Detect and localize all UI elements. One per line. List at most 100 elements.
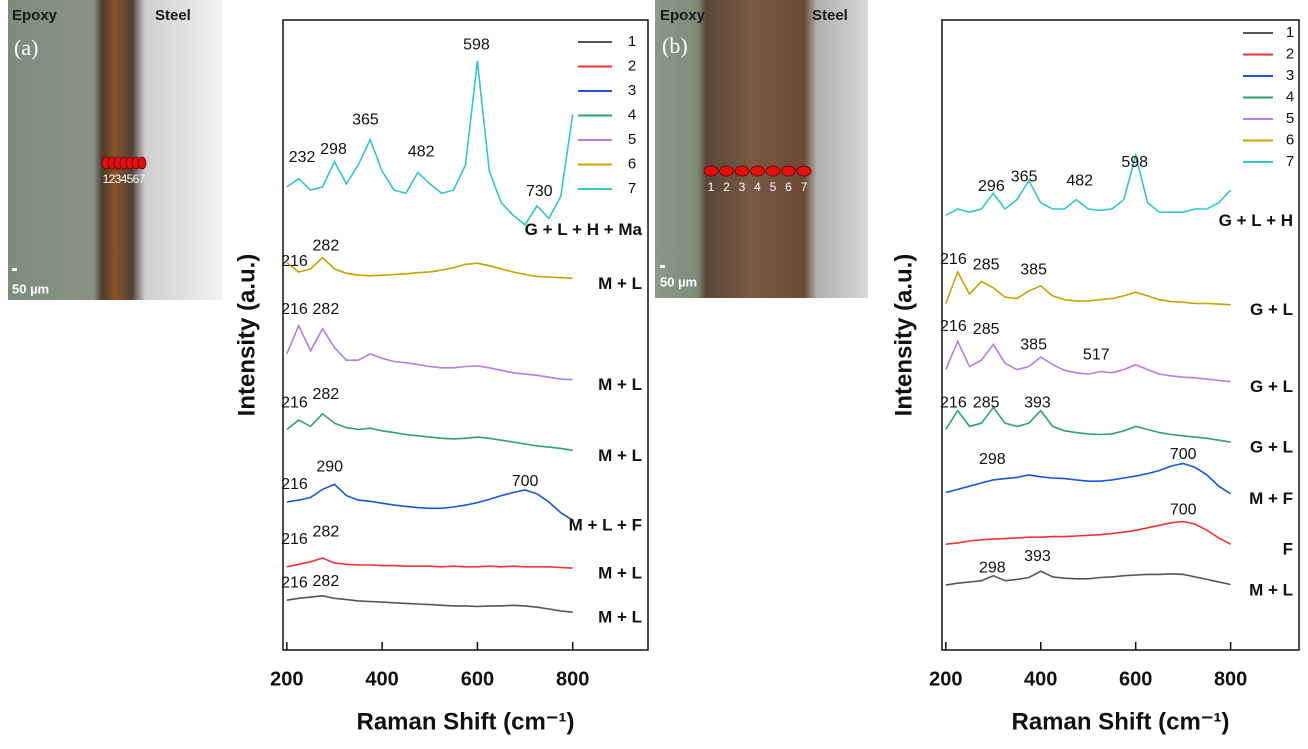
peak-label: 598 <box>1121 154 1148 171</box>
spectrum <box>287 258 573 279</box>
peak-label: 298 <box>320 141 347 158</box>
peak-label: 365 <box>352 111 379 128</box>
scale-label: 50 µm <box>12 281 49 296</box>
scale-bar <box>12 268 17 271</box>
peak-label: 385 <box>1020 336 1047 353</box>
legend-label: 6 <box>628 155 636 172</box>
x-tick-label: 800 <box>556 668 589 690</box>
phase-label: M + L <box>598 375 642 394</box>
measure-point <box>704 166 718 176</box>
point-label: 2 <box>723 180 730 194</box>
phase-label: M + L <box>598 608 642 627</box>
peak-label: 216 <box>940 251 967 268</box>
peak-label: 216 <box>940 394 967 411</box>
x-tick-label: 800 <box>1214 668 1247 690</box>
x-tick-label: 400 <box>1024 668 1057 690</box>
peak-label: 216 <box>281 531 308 548</box>
phase-label: M + L <box>1249 581 1293 600</box>
point-label: 5 <box>770 180 777 194</box>
legend-label: 4 <box>628 106 636 123</box>
peak-label: 517 <box>1083 346 1110 363</box>
peak-label: 232 <box>289 149 316 166</box>
legend-label: 7 <box>628 180 636 197</box>
material-label: Steel <box>812 7 848 24</box>
peak-label: 482 <box>1066 172 1093 189</box>
point-label: 1 <box>708 180 715 194</box>
peak-label: 290 <box>316 459 343 476</box>
x-tick-label: 600 <box>461 668 494 690</box>
peak-label: 285 <box>973 256 1000 273</box>
measure-point <box>735 166 749 176</box>
phase-label: M + L <box>598 446 642 465</box>
micrograph-a: Epoxy Steel (a) 50 µm <box>8 0 222 300</box>
measure-point <box>720 166 734 176</box>
peak-label: 482 <box>408 144 435 161</box>
legend-label: 3 <box>628 82 636 99</box>
figure: Epoxy Steel (a) 50 µm Epoxy Steel (b) 50… <box>0 0 1308 744</box>
peak-label: 285 <box>973 394 1000 411</box>
phase-label: M + F <box>1249 489 1293 508</box>
x-axis-label: Raman Shift (cm⁻¹) <box>1011 708 1229 735</box>
material-label: Epoxy <box>660 7 706 24</box>
peak-label: 282 <box>313 237 340 254</box>
phase-label: M + L + F <box>569 516 642 535</box>
peak-label: 393 <box>1024 394 1051 411</box>
x-tick-label: 600 <box>1119 668 1152 690</box>
point-label: 7 <box>801 180 808 194</box>
peak-label: 700 <box>512 473 539 490</box>
image <box>8 0 222 300</box>
point-label: 7 <box>139 172 146 186</box>
phase-label: M + L <box>598 274 642 293</box>
peak-label: 216 <box>281 574 308 591</box>
peak-label: 296 <box>978 178 1005 195</box>
peak-label: 216 <box>940 318 967 335</box>
peak-label: 598 <box>463 36 490 53</box>
spectrum <box>287 414 573 451</box>
peak-label: 298 <box>979 451 1006 468</box>
peak-label: 700 <box>1170 446 1197 463</box>
legend-label: 5 <box>628 131 636 148</box>
peak-label: 730 <box>526 183 553 200</box>
spectrum <box>946 272 1231 305</box>
panel-label: (a) <box>14 35 38 60</box>
measure-point <box>782 166 796 176</box>
point-label: 6 <box>785 180 792 194</box>
peak-label: 282 <box>313 523 340 540</box>
measure-point <box>766 166 780 176</box>
material-label: Steel <box>155 7 191 24</box>
point-label: 4 <box>754 180 761 194</box>
x-tick-label: 400 <box>365 668 398 690</box>
peak-label: 393 <box>1024 548 1051 565</box>
x-tick-label: 200 <box>929 668 962 690</box>
spectrum <box>287 558 573 568</box>
point-label: 3 <box>739 180 746 194</box>
peak-label: 282 <box>313 386 340 403</box>
peak-label: 282 <box>313 573 340 590</box>
phase-label: G + L + H <box>1219 211 1293 230</box>
peak-label: 365 <box>1011 169 1038 186</box>
x-tick-label: 200 <box>270 668 303 690</box>
spectrum <box>946 464 1231 494</box>
y-axis-label: Intensity (a.u.) <box>890 254 917 417</box>
measure-point <box>797 166 811 176</box>
legend-label: 2 <box>1286 45 1294 62</box>
legend-label: 4 <box>1286 88 1294 105</box>
phase-label: G + L <box>1250 377 1293 396</box>
legend-label: 3 <box>1286 67 1294 84</box>
peak-label: 285 <box>973 321 1000 338</box>
x-axis-label: Raman Shift (cm⁻¹) <box>356 708 574 735</box>
spectrum <box>946 407 1231 442</box>
spectrum <box>287 326 573 380</box>
legend-label: 5 <box>1286 110 1294 127</box>
panel-label: (b) <box>662 33 688 58</box>
phase-label: M + L <box>598 564 642 583</box>
legend-label: 6 <box>1286 131 1294 148</box>
peak-label: 216 <box>281 253 308 270</box>
y-axis-label: Intensity (a.u.) <box>233 254 260 417</box>
peak-label: 700 <box>1170 501 1197 518</box>
scale-bar <box>660 265 665 268</box>
peak-label: 216 <box>281 301 308 318</box>
legend-label: 7 <box>1286 153 1294 170</box>
phase-label: G + L + H + Ma <box>525 220 643 239</box>
measure-point <box>751 166 765 176</box>
